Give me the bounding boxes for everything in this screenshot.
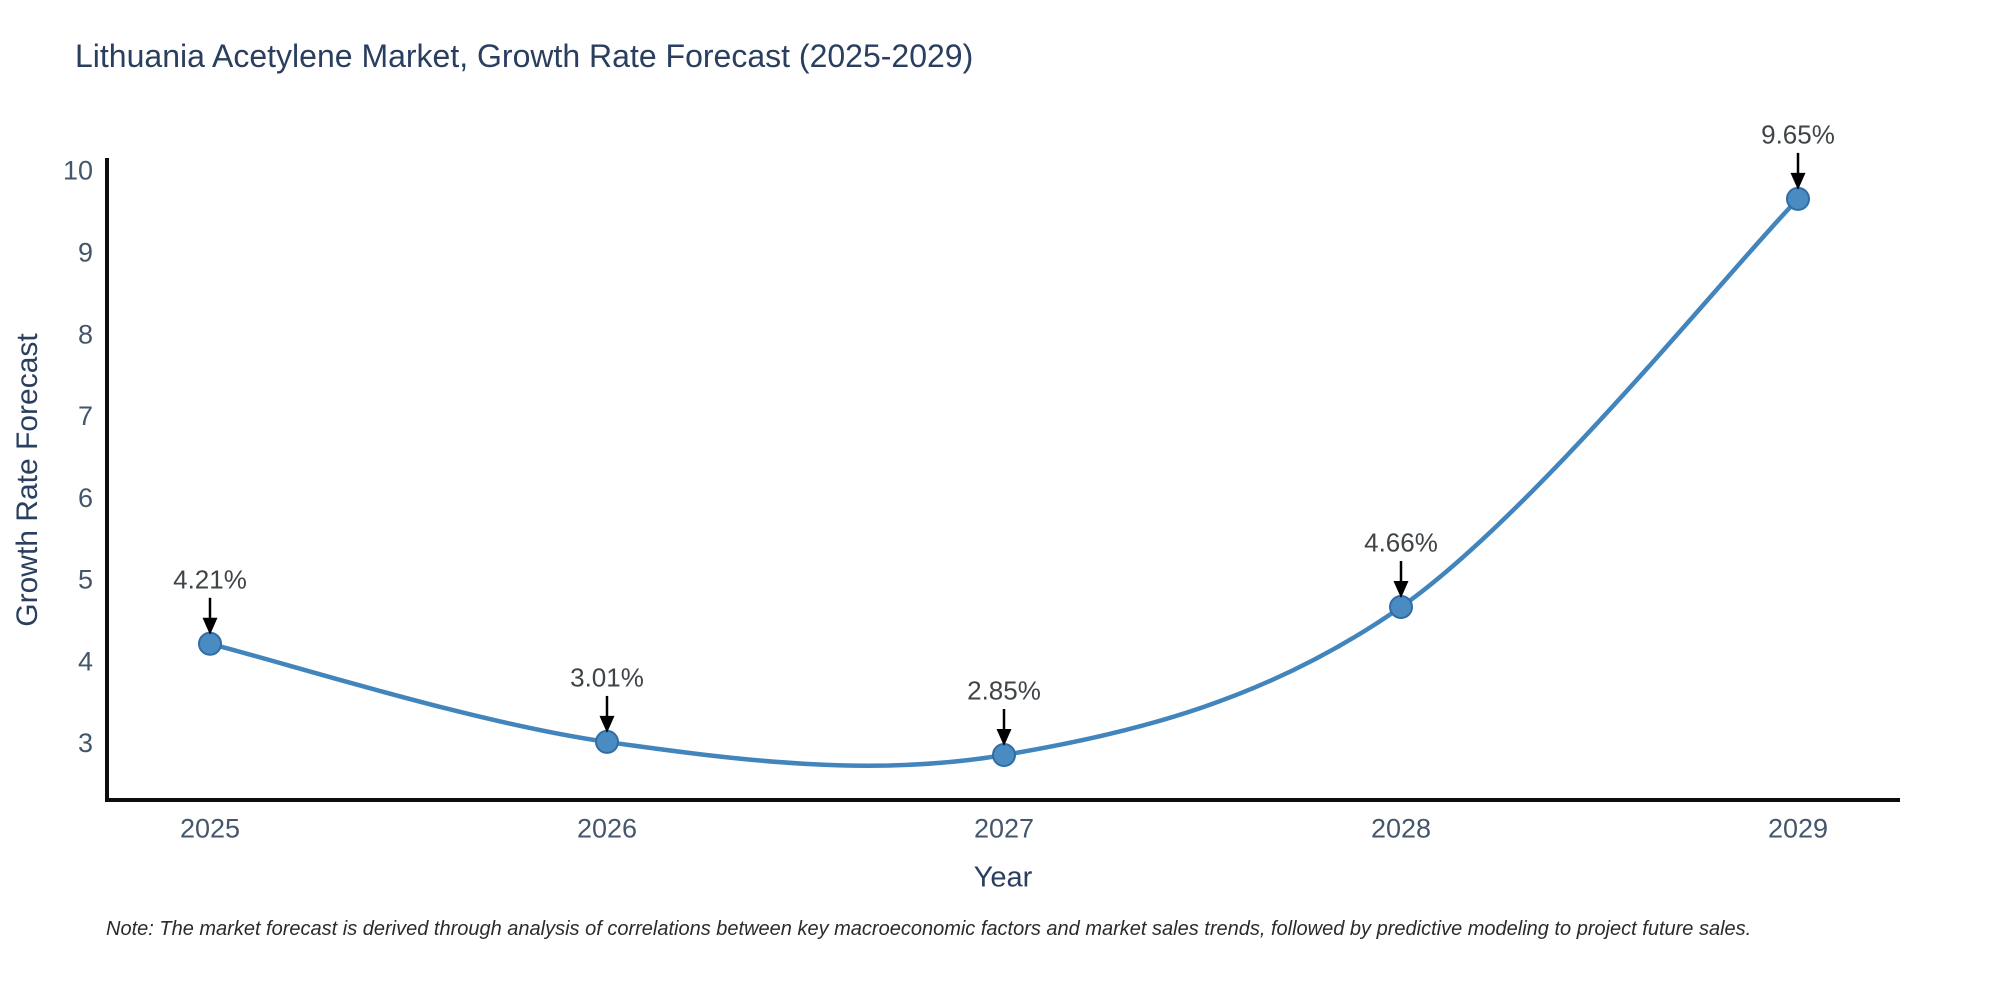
x-tick-label: 2027 [974, 813, 1034, 843]
y-tick-label: 6 [78, 483, 93, 513]
annotation-label: 3.01% [570, 663, 644, 693]
data-point-marker[interactable] [1786, 186, 1810, 211]
x-tick-label: 2028 [1371, 813, 1431, 843]
data-point-marker[interactable] [1389, 594, 1413, 619]
annotation-arrow-head [202, 617, 218, 635]
y-tick-label: 10 [63, 156, 93, 186]
x-axis-title: Year [973, 861, 1033, 894]
y-tick-label: 9 [78, 238, 93, 268]
y-tick-label: 3 [78, 728, 93, 758]
x-tick-label: 2025 [180, 813, 240, 843]
y-tick-label: 8 [78, 319, 93, 349]
data-point-marker[interactable] [198, 631, 222, 656]
annotation-arrow-head [1790, 172, 1806, 190]
annotation-arrow-head [599, 715, 615, 733]
annotation-label: 4.21% [173, 564, 247, 594]
x-tick-label: 2029 [1768, 813, 1828, 843]
annotation-label: 2.85% [967, 676, 1041, 706]
annotation-label: 4.66% [1364, 528, 1438, 558]
chart-title: Lithuania Acetylene Market, Growth Rate … [75, 38, 974, 74]
y-tick-label: 4 [78, 646, 93, 676]
footnote: Note: The market forecast is derived thr… [106, 918, 1752, 940]
x-tick-label: 2026 [577, 813, 637, 843]
annotation-arrow-head [996, 729, 1012, 747]
data-point-marker[interactable] [992, 743, 1016, 768]
annotation-arrow-head [1393, 580, 1409, 598]
data-point-marker[interactable] [595, 729, 619, 754]
y-tick-label: 5 [78, 565, 93, 595]
y-tick-label: 7 [78, 401, 93, 431]
annotation-label: 9.65% [1761, 119, 1835, 149]
